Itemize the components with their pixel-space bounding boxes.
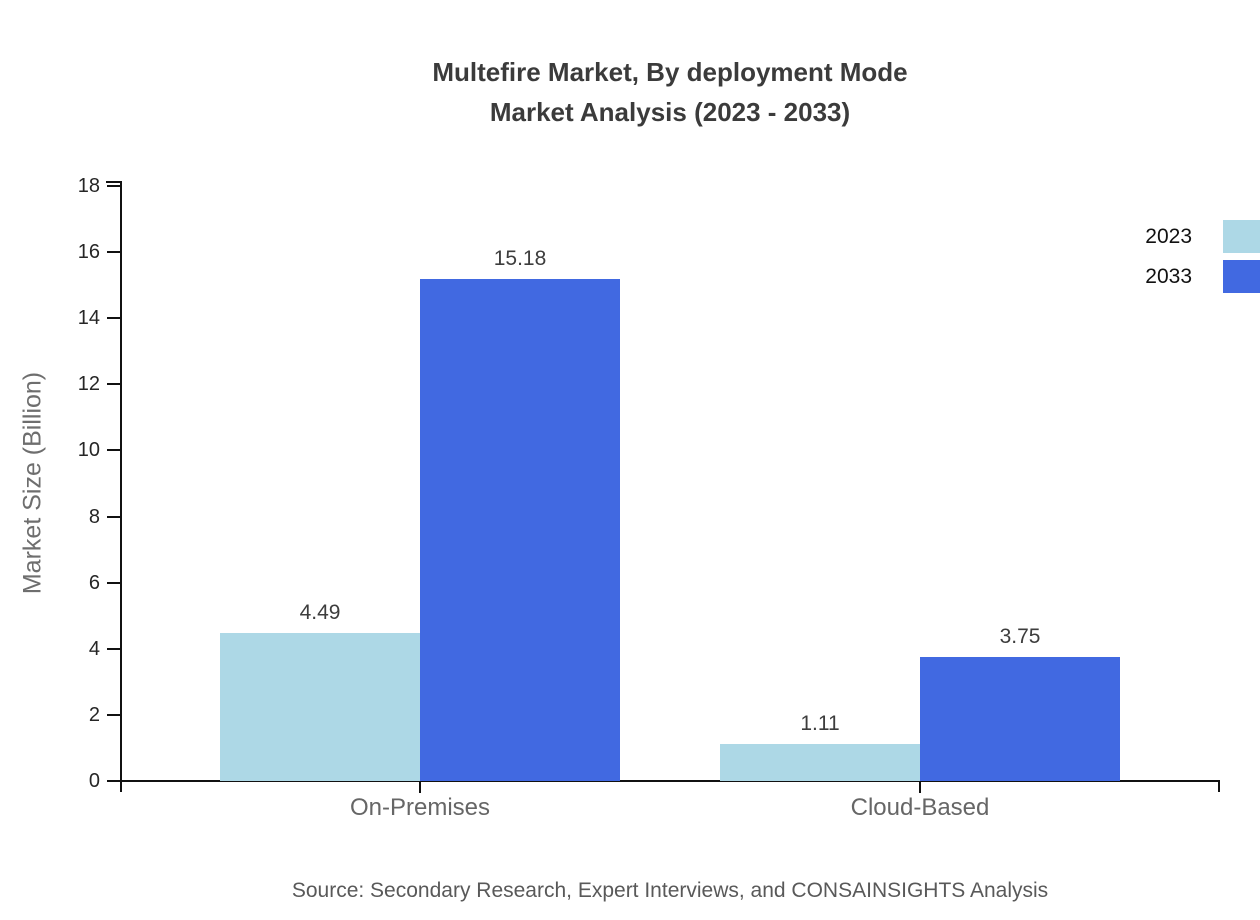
category-label-on-premises: On-Premises <box>349 794 491 821</box>
bar-2033-cloud-based <box>920 657 1120 781</box>
legend-swatch-2023 <box>1223 220 1260 253</box>
chart-title: Multefire Market, By deployment Mode Mar… <box>432 52 907 132</box>
y-tick-mark <box>107 185 121 187</box>
chart-title-line2: Market Analysis (2023 - 2033) <box>489 97 851 127</box>
y-tick-mark <box>107 647 121 650</box>
legend-label-2023: 2023 <box>1145 225 1192 248</box>
y-axis-line <box>120 181 122 792</box>
y-tick-mark <box>107 515 121 518</box>
y-tick-mark <box>107 449 121 452</box>
y-tick-label: 0 <box>88 770 100 792</box>
bar-value-label: 3.75 <box>999 625 1041 649</box>
y-tick-label: 14 <box>77 307 100 330</box>
y-tick-label: 2 <box>88 703 100 726</box>
bar-2023-cloud-based <box>720 744 920 781</box>
bar-value-label: 15.18 <box>493 247 547 271</box>
y-tick-label: 12 <box>77 373 100 396</box>
legend-swatch-2033 <box>1223 260 1260 293</box>
x-axis-line <box>120 780 1220 782</box>
bar-value-label: 1.11 <box>800 712 840 736</box>
y-axis-top-cap <box>106 181 122 183</box>
y-tick-label: 18 <box>77 175 100 197</box>
x-axis-right-cap <box>1218 780 1220 792</box>
y-axis-title: Market Size (Billion) <box>18 371 47 595</box>
y-tick-label: 10 <box>77 439 100 462</box>
y-tick-mark <box>107 713 121 716</box>
y-tick-mark <box>107 251 121 254</box>
y-tick-label: 6 <box>88 571 100 594</box>
y-tick-label: 4 <box>88 637 100 660</box>
y-tick-label: 16 <box>77 241 100 264</box>
bar-2033-on-premises <box>420 279 620 781</box>
x-tick-mark <box>919 782 921 793</box>
chart-title-line1: Multefire Market, By deployment Mode <box>432 57 908 87</box>
y-tick-label: 8 <box>88 505 100 528</box>
bar-value-label: 4.49 <box>299 600 341 624</box>
y-tick-mark <box>107 383 121 386</box>
y-tick-mark <box>107 581 121 584</box>
category-label-cloud-based: Cloud-Based <box>850 794 990 821</box>
y-tick-mark <box>107 780 121 782</box>
y-tick-mark <box>107 317 121 320</box>
x-tick-mark <box>419 782 421 793</box>
legend-label-2033: 2033 <box>1145 265 1192 288</box>
source-note: Source: Secondary Research, Expert Inter… <box>291 879 1049 902</box>
bar-2023-on-premises <box>220 632 420 781</box>
